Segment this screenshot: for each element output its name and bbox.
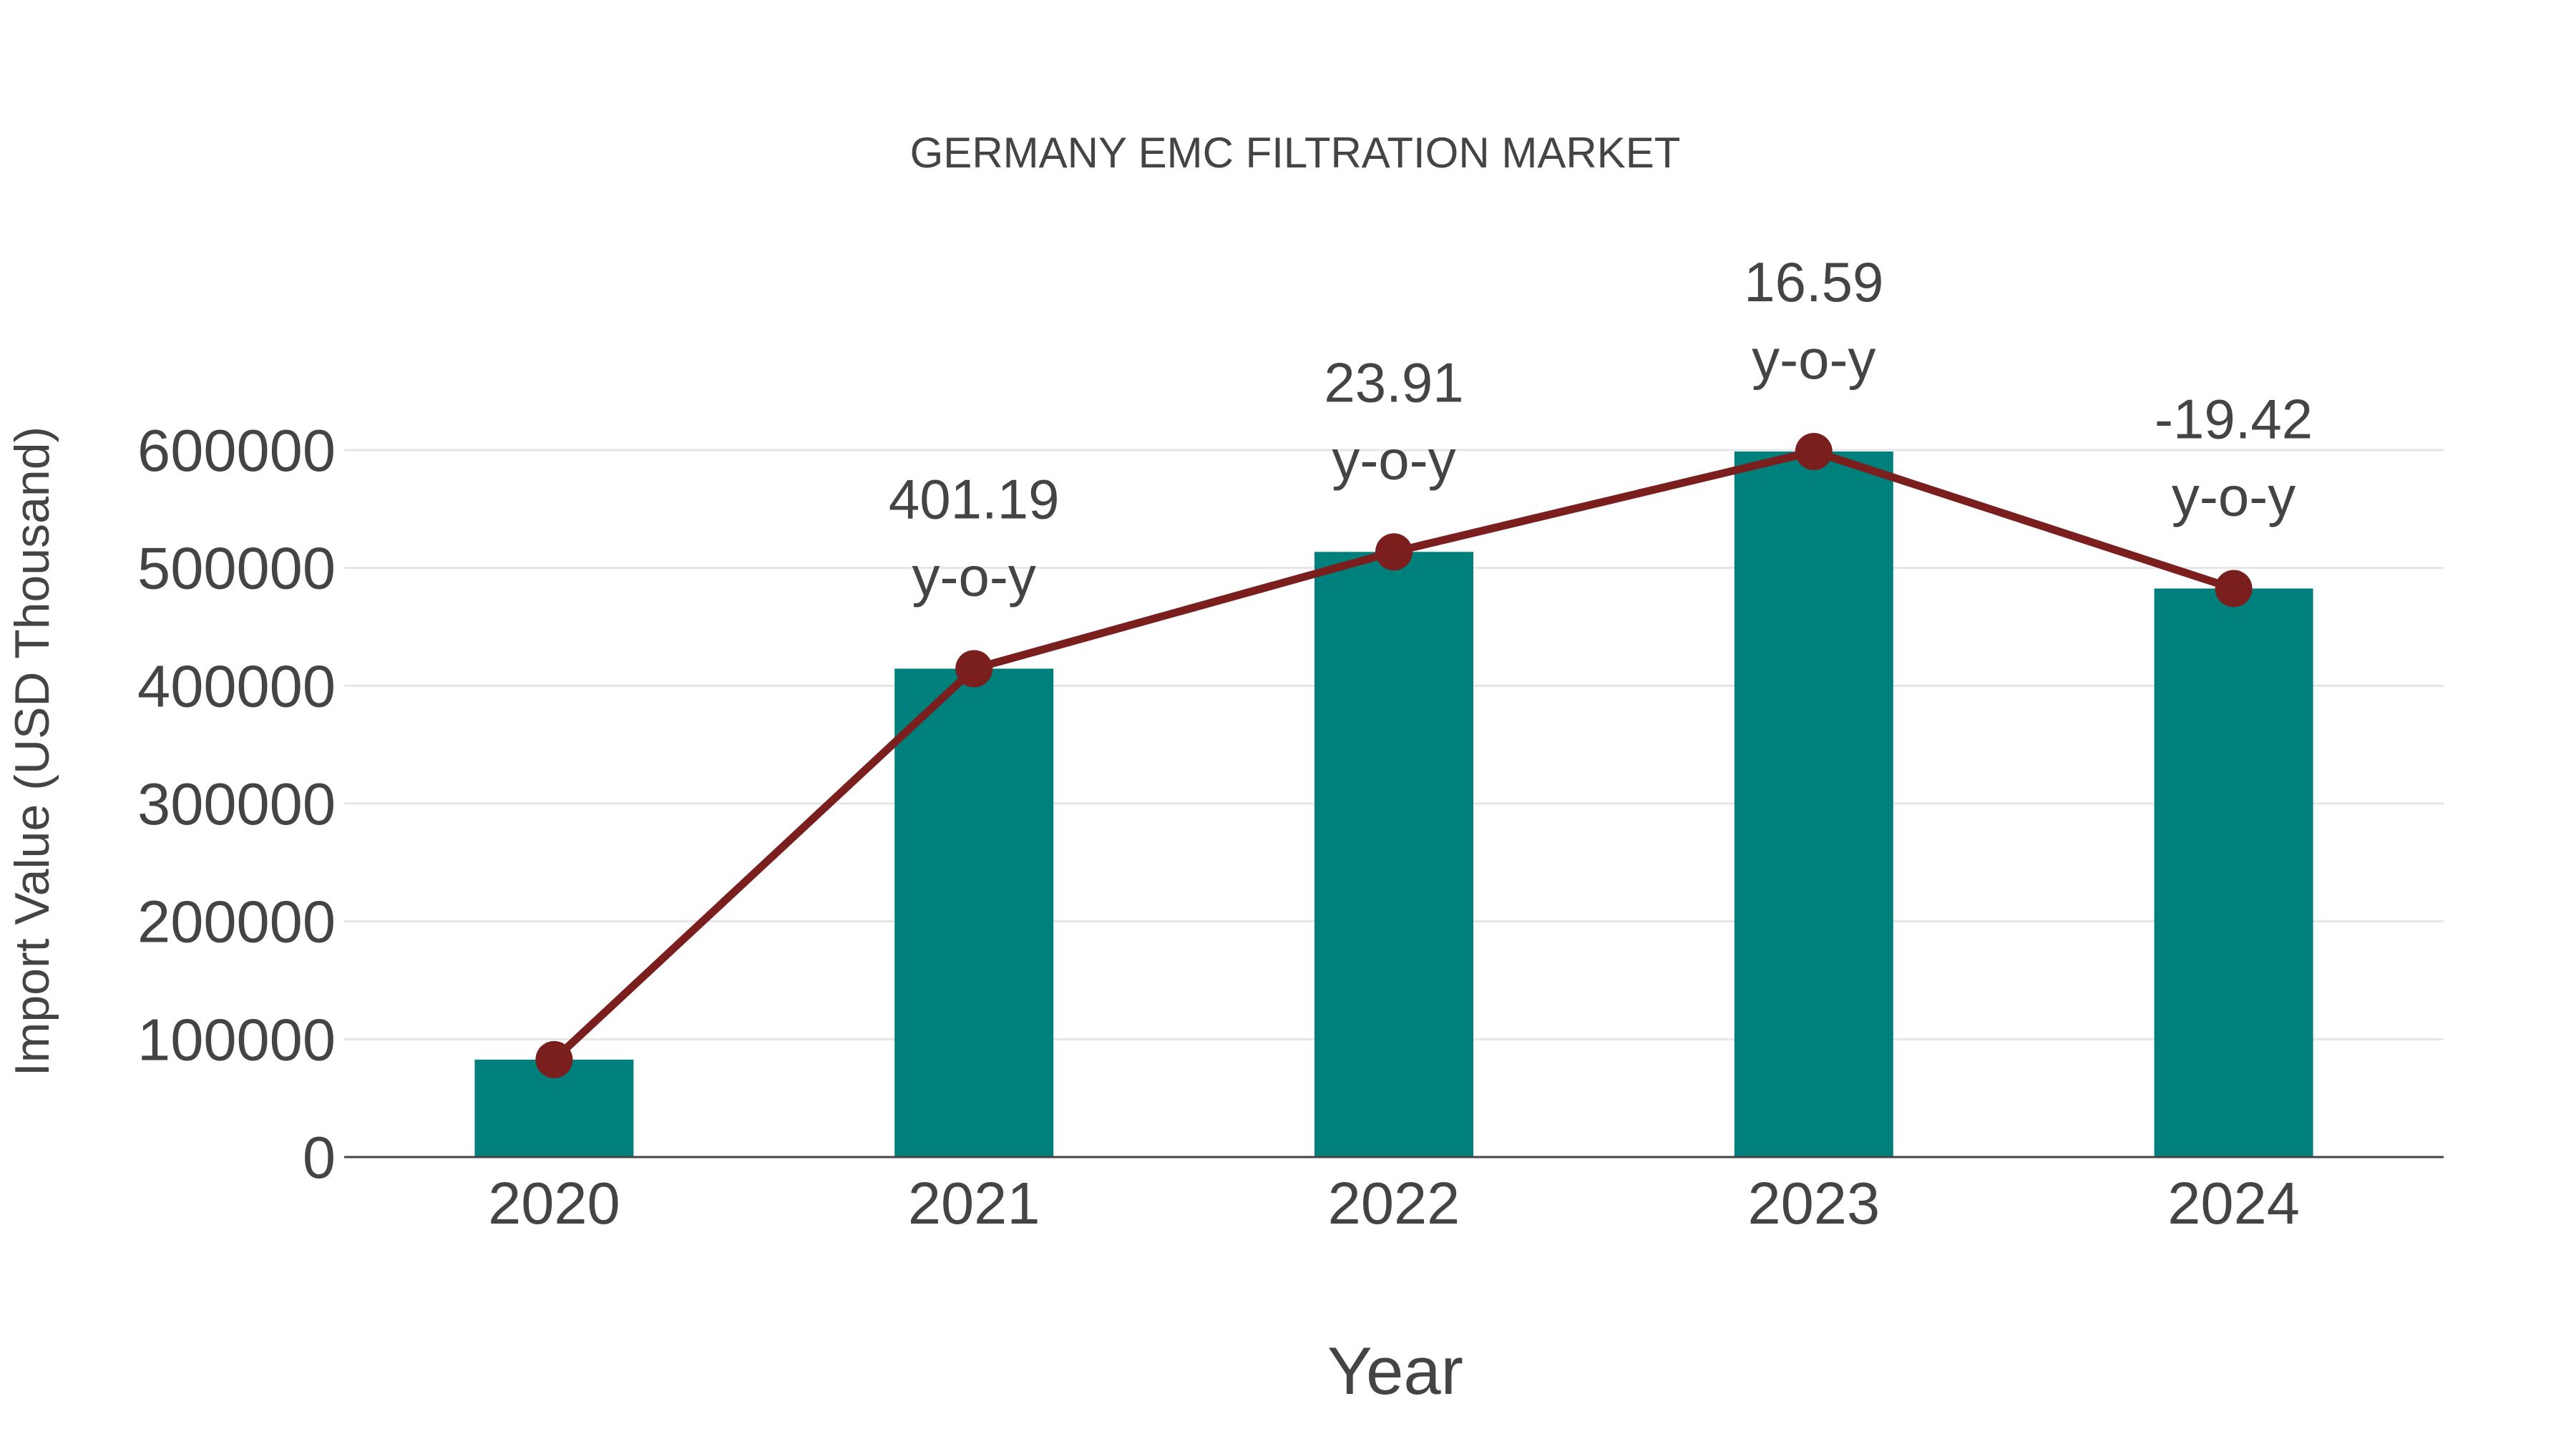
y-tick-label: 500000 — [137, 535, 336, 602]
annotation-suffix: y-o-y — [2172, 464, 2296, 527]
y-tick-label: 300000 — [137, 771, 336, 837]
trend-point-2021 — [955, 650, 993, 688]
annotation-value: 16.59 — [1744, 250, 1883, 313]
annotations: 401.19 y-o-y 23.91 y-o-y 16.59 y-o-y -19.42 y-o… — [889, 250, 2313, 608]
bar-2023 — [1734, 451, 1893, 1157]
y-tick-label: 200000 — [137, 889, 336, 955]
y-tick-label: 400000 — [137, 653, 336, 719]
y-tick-label: 100000 — [137, 1006, 336, 1073]
annotation-suffix: y-o-y — [912, 545, 1036, 608]
x-tick-label: 2023 — [1747, 1170, 1880, 1236]
chart-title: GERMANY EMC FILTRATION MARKET — [910, 129, 1681, 177]
annotation-value: 401.19 — [889, 467, 1060, 530]
y-tick-label: 600000 — [137, 417, 336, 484]
bar-2021 — [894, 668, 1054, 1157]
annotation-value: -19.42 — [2155, 387, 2313, 450]
x-tick-labels: 2020 2021 2022 2023 2024 — [488, 1170, 2300, 1236]
trend-point-2022 — [1375, 533, 1413, 571]
bar-2022 — [1314, 552, 1473, 1157]
annotation-suffix: y-o-y — [1752, 328, 1875, 391]
trend-point-2023 — [1795, 432, 1833, 470]
y-axis-title: Import Value (USD Thousand) — [5, 426, 59, 1076]
y-tick-label: 0 — [303, 1124, 336, 1191]
trend-point-2024 — [2215, 570, 2253, 608]
x-tick-label: 2020 — [488, 1170, 620, 1236]
x-tick-label: 2021 — [908, 1170, 1040, 1236]
x-tick-label: 2022 — [1328, 1170, 1460, 1236]
bars — [474, 451, 2313, 1157]
x-tick-label: 2024 — [2167, 1170, 2300, 1236]
trend-line — [535, 432, 2253, 1078]
bar-2024 — [2154, 588, 2313, 1157]
x-axis-title: Year — [1327, 1333, 1463, 1408]
y-tick-labels: 0 100000 200000 300000 400000 500000 600000 — [137, 417, 336, 1191]
annotation-value: 23.91 — [1324, 351, 1463, 414]
trend-point-2020 — [535, 1040, 573, 1078]
annotation-suffix: y-o-y — [1332, 428, 1455, 491]
